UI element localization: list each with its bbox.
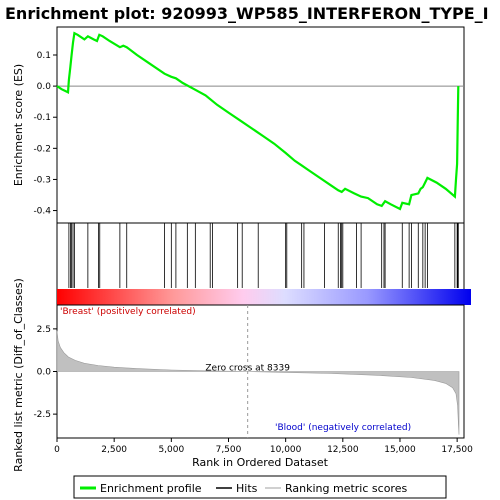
metric-x-ticks: 0 2,500 5,000 7,500 10,000 12,500 15,000 17,500	[54, 438, 473, 455]
ranked-metric-panel: 2.5 0.0 -2.5 0 2,500 5,000 7,500 10,000 12,500 1…	[12, 278, 473, 472]
metric-x-tick-label: 12,500	[327, 445, 359, 455]
zero-cross-label: Zero cross at 8339	[205, 364, 290, 374]
metric-y-tick-label: 2.5	[37, 325, 51, 335]
legend-label-ranking: Ranking metric scores	[285, 482, 407, 495]
rank-color-bar	[57, 289, 471, 305]
hits-panel	[56, 222, 471, 306]
metric-x-tick-label: 0	[54, 445, 60, 455]
metric-x-tick-label: 7,500	[216, 445, 242, 455]
metric-y-axis-label: Ranked list metric (Diff_of_Classes)	[12, 278, 25, 472]
es-y-tick-label: 0.0	[37, 82, 52, 92]
metric-x-tick-label: 10,000	[270, 445, 302, 455]
es-y-tick-label: 0.1	[37, 51, 51, 61]
metric-y-ticks: 2.5 0.0 -2.5	[33, 325, 57, 420]
enrichment-profile-path	[56, 31, 460, 211]
legend: Enrichment profile Hits Ranking metric s…	[73, 475, 447, 499]
legend-box	[73, 475, 447, 499]
metric-x-tick-label: 17,500	[441, 445, 473, 455]
es-y-axis-label: Enrichment score (ES)	[12, 64, 25, 186]
chart-title: Enrichment plot: 920993_WP585_INTERFERON…	[5, 4, 489, 23]
es-y-tick-label: -0.3	[33, 175, 51, 185]
legend-label-enrichment: Enrichment profile	[100, 482, 202, 495]
es-y-tick-label: -0.2	[33, 144, 51, 154]
es-y-tick-label: -0.4	[33, 207, 51, 217]
metric-y-tick-label: -2.5	[33, 410, 51, 420]
positive-class-label: 'Breast' (positively correlated)	[60, 307, 196, 317]
metric-x-tick-label: 2,500	[101, 445, 127, 455]
metric-x-tick-label: 15,000	[384, 445, 416, 455]
es-y-tick-label: -0.1	[33, 113, 51, 123]
enrichment-plot-area	[56, 26, 465, 224]
metric-y-tick-label: 0.0	[37, 368, 52, 378]
hit-lines	[68, 223, 459, 288]
metric-x-tick-label: 5,000	[158, 445, 184, 455]
enrichment-profile-line	[56, 31, 460, 211]
legend-label-hits: Hits	[236, 482, 258, 495]
metric-x-axis-label: Rank in Ordered Dataset	[192, 456, 329, 469]
negative-class-label: 'Blood' (negatively correlated)	[275, 423, 411, 433]
enrichment-panel: 0.1 0.0 -0.1 -0.2 -0.3 -0.4 Enrichment score …	[12, 26, 465, 224]
es-y-ticks: 0.1 0.0 -0.1 -0.2 -0.3 -0.4	[33, 51, 57, 217]
